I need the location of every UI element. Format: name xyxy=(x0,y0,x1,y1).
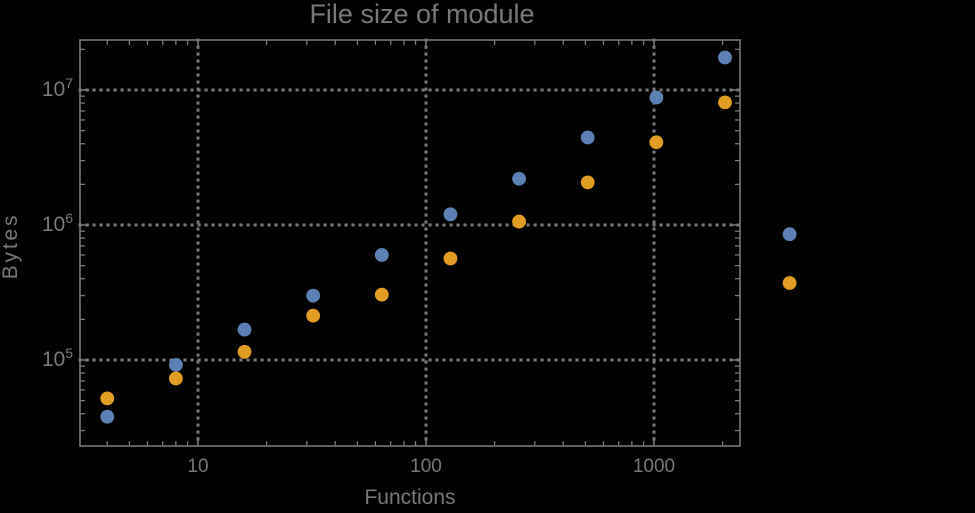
svg-text:100: 100 xyxy=(410,456,442,477)
svg-text:1000: 1000 xyxy=(633,456,675,477)
svg-text:Bytes: Bytes xyxy=(0,213,22,280)
svg-text:File size of module: File size of module xyxy=(309,0,534,29)
svg-text:Functions: Functions xyxy=(364,486,455,509)
svg-text:10: 10 xyxy=(187,456,208,477)
